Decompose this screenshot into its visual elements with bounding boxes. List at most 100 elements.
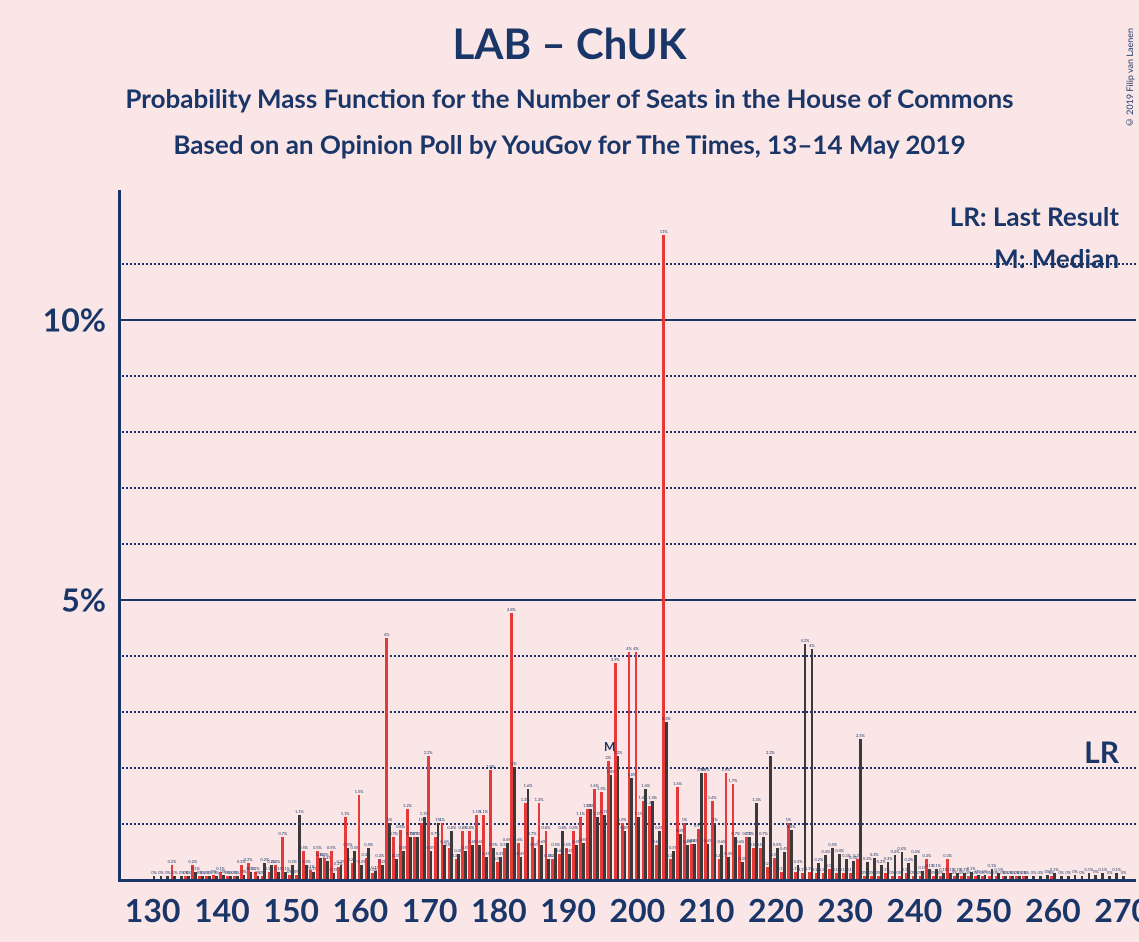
bar-dark xyxy=(589,809,592,879)
bar-value-label: 4% xyxy=(384,632,390,637)
x-tick-label: 160 xyxy=(333,890,389,929)
bar-dark xyxy=(762,837,765,879)
bar-dark xyxy=(1101,873,1104,879)
bar-value-label: 0.5% xyxy=(562,842,571,847)
bar-dark xyxy=(416,837,419,879)
bar-dark xyxy=(637,817,640,879)
bar-dark xyxy=(153,876,156,879)
bar-dark xyxy=(374,871,377,879)
bar-dark xyxy=(977,875,980,879)
bar-value-label: 1.3% xyxy=(752,797,761,802)
bar-dark xyxy=(485,857,488,879)
bar-value-label: 1.7% xyxy=(729,778,738,783)
bar-dark xyxy=(707,844,710,879)
bar-dark xyxy=(250,872,253,879)
bar-dark xyxy=(686,845,689,879)
bar-dark xyxy=(658,831,661,879)
bar-dark xyxy=(901,852,904,879)
bar-value-label: 2.2% xyxy=(424,750,433,755)
bar-value-label: 0.3% xyxy=(884,856,893,861)
bar-dark xyxy=(624,831,627,879)
bar-dark xyxy=(1088,873,1091,879)
bar-dark xyxy=(714,823,717,879)
bar-value-label: 0.8% xyxy=(396,824,405,829)
bar-value-label: 2% xyxy=(606,755,612,760)
bar-value-label: 0.7% xyxy=(389,831,398,836)
bar-value-label: 0.1% xyxy=(1112,867,1121,872)
bar-dark xyxy=(243,875,246,879)
bar-dark xyxy=(222,875,225,879)
bar-value-label: 0% xyxy=(1121,870,1127,875)
bar-value-label: 1% xyxy=(786,817,792,822)
bar-dark xyxy=(873,858,876,879)
bar-value-label: 0.5% xyxy=(299,845,308,850)
bar-value-label: 1.0% xyxy=(618,817,627,822)
x-tick-label: 230 xyxy=(817,890,873,929)
copyright: © 2019 Filip van Laenen xyxy=(1124,28,1135,128)
bar-value-label: 1% xyxy=(712,817,718,822)
bar-value-label: 0.3% xyxy=(922,853,931,858)
bar-value-label: 1.2% xyxy=(403,803,412,808)
bar-dark xyxy=(201,876,204,879)
bar-dark xyxy=(499,857,502,879)
x-tick-label: 250 xyxy=(956,890,1012,929)
bar-dark xyxy=(423,817,426,879)
bar-dark xyxy=(395,859,398,879)
bar-value-label: 0.2% xyxy=(168,859,177,864)
bar-value-label: 0.3% xyxy=(870,852,879,857)
bar-value-label: 0.8% xyxy=(569,825,578,830)
x-tick-label: 210 xyxy=(679,890,735,929)
gridline-major xyxy=(118,599,1136,601)
bar-dark xyxy=(914,855,917,879)
bar-value-label: 0.8% xyxy=(447,825,456,830)
bar-dark xyxy=(257,876,260,879)
bar-dark xyxy=(166,876,169,879)
bar-dark xyxy=(402,851,405,879)
bar-dark xyxy=(1122,876,1125,879)
bar-dark xyxy=(180,876,183,879)
bar-dark xyxy=(430,851,433,879)
bar-value-label: 0.6% xyxy=(514,837,523,842)
bar-dark xyxy=(547,859,550,879)
bar-value-label: 0.3% xyxy=(943,853,952,858)
bar-dark xyxy=(478,845,481,879)
bar-dark xyxy=(353,851,356,879)
bar-value-label: 0.8% xyxy=(558,825,567,830)
bar-dark xyxy=(367,848,370,879)
x-tick-label: 270 xyxy=(1094,890,1139,929)
bar-value-label: 1.6% xyxy=(673,781,682,786)
bar-dark xyxy=(1011,876,1014,879)
bar-value-label: 0.7% xyxy=(759,831,768,836)
chart-subtitle-1: Probability Mass Function for the Number… xyxy=(0,82,1139,114)
bar-value-label: 0% xyxy=(1038,870,1044,875)
bar-dark xyxy=(610,775,613,879)
bar-dark xyxy=(561,831,564,879)
bar-value-label: 0.1% xyxy=(1085,867,1094,872)
bar-dark xyxy=(1046,875,1049,879)
bar-value-label: 4% xyxy=(809,643,815,648)
bar-value-label: 2.8% xyxy=(662,716,671,721)
bar-dark xyxy=(568,854,571,879)
bar-dark xyxy=(381,865,384,879)
bar-dark xyxy=(333,873,336,879)
bar-value-label: 1.9% xyxy=(701,767,710,772)
bar-value-label: 1.6% xyxy=(641,783,650,788)
bar-dark xyxy=(804,644,807,879)
bar-dark xyxy=(1060,876,1063,879)
bar-value-label: 4.2% xyxy=(801,638,810,643)
bar-dark xyxy=(1018,876,1021,879)
bar-value-label: 0.7% xyxy=(528,831,537,836)
x-tick-label: 150 xyxy=(263,890,319,929)
bar-dark xyxy=(693,844,696,879)
bar-value-label: 1.5% xyxy=(355,789,364,794)
bar-dark xyxy=(437,823,440,879)
bar-dark xyxy=(340,865,343,879)
gridline-minor xyxy=(118,263,1136,265)
bar-dark xyxy=(1094,875,1097,879)
bar-dark xyxy=(1004,876,1007,879)
bar-value-label: 1.3% xyxy=(535,797,544,802)
bar-value-label: 0.3% xyxy=(863,856,872,861)
bar-value-label: 0% xyxy=(1058,870,1064,875)
bar-value-label: 0% xyxy=(151,870,157,875)
bar-value-label: 1.1% xyxy=(479,809,488,814)
